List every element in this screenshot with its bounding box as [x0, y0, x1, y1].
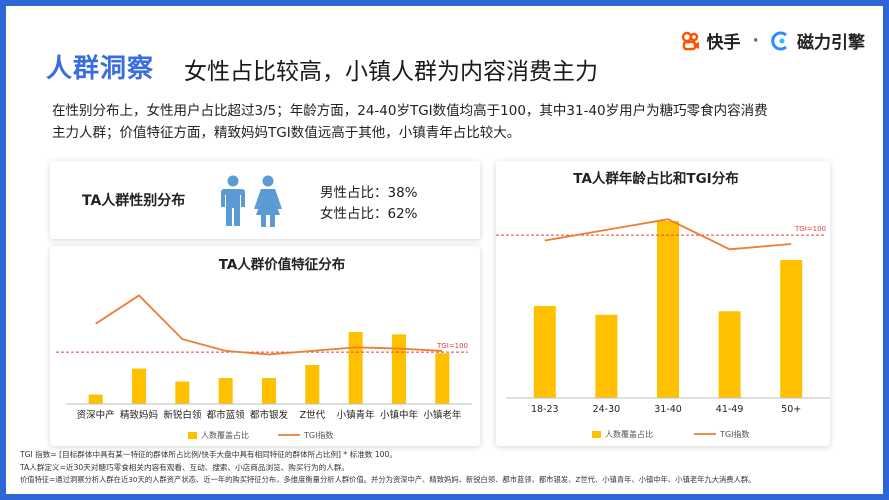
intro-line-2: 主力人群；价值特征方面，精致妈妈TGI数值远高于其他，小镇青年占比较大。	[52, 125, 521, 141]
brand-separator: ·	[752, 30, 759, 51]
bar	[262, 378, 276, 404]
x-tick-label: 都市银发	[250, 409, 289, 421]
intro-paragraph: 在性别分布上，女性用户占比超过3/5；年龄方面，24-40岁TGI数值均高于10…	[52, 100, 852, 144]
chart-title: TA人群价值特征分布	[219, 256, 346, 273]
male-icon	[221, 175, 245, 226]
x-tick-label: 小镇青年	[337, 409, 376, 421]
bar	[533, 305, 556, 398]
female-stat: 女性占比：62%	[320, 202, 418, 222]
tgi-reference-label: TGI=100	[436, 342, 468, 350]
bar	[718, 311, 741, 398]
bar	[218, 378, 233, 404]
bar	[175, 381, 190, 404]
x-tick-label: 50+	[781, 404, 801, 415]
x-tick-label: 18-23	[531, 404, 559, 415]
x-tick-label: 精致妈妈	[120, 409, 158, 421]
bar	[780, 259, 803, 398]
brand-name-2: 磁力引擎	[797, 33, 865, 53]
x-tick-label: 小镇老年	[423, 409, 462, 421]
bar	[435, 353, 450, 404]
tgi-line	[95, 294, 443, 356]
male-value: 38%	[387, 185, 418, 201]
bar	[657, 221, 679, 398]
value-chart: TA人群价值特征分布 TGI=100 资深中产 精致妈妈 新锐白领 都市蓝领 都市银发 Z世代…	[56, 256, 472, 440]
legend-bar-swatch	[592, 431, 601, 438]
male-stat: 男性占比：38%	[320, 181, 418, 201]
kuaishou-logo-icon	[681, 31, 699, 50]
bar	[392, 334, 406, 404]
page-title: 女性占比较高，小镇人群为内容消费主力	[184, 59, 598, 85]
x-tick-label: 31-40	[654, 404, 682, 415]
x-tick-label: Z世代	[300, 409, 326, 421]
legend-bar-label: 人数覆盖占比	[201, 430, 249, 440]
brand-name-1: 快手	[706, 33, 741, 53]
tgi-reference-label: TGI=100	[794, 225, 826, 233]
legend-bar-label: 人数覆盖占比	[605, 429, 653, 439]
age-chart: TA人群年龄占比和TGI分布 TGI=100 18-23 24-30 31-40 41-4…	[496, 170, 830, 439]
bar	[595, 314, 618, 398]
age-chart-card: TA人群年龄占比和TGI分布 TGI=100 18-23 24-30 31-40 41-4…	[496, 161, 830, 446]
bar	[348, 332, 363, 404]
x-tick-label: 24-30	[593, 404, 621, 415]
section-tag-text: 人群洞察	[46, 54, 155, 84]
legend-line-label: TGI指数	[303, 430, 333, 440]
section-tag: 人群洞察	[44, 48, 159, 85]
brand-logos: 快手 · 磁力引擎	[681, 28, 865, 53]
cili-engine-logo-icon	[771, 31, 787, 50]
legend-line-label: TGI指数	[719, 429, 749, 439]
x-tick-label: 小镇中年	[380, 409, 419, 421]
male-label: 男性占比：	[320, 185, 388, 201]
intro-line-1: 在性别分布上，女性用户占比超过3/5；年龄方面，24-40岁TGI数值均高于10…	[52, 103, 768, 119]
x-tick-label: 41-49	[716, 404, 744, 415]
chart-title: TA人群年龄占比和TGI分布	[573, 170, 738, 187]
female-label: 女性占比：	[320, 206, 388, 222]
footnote-3: 价值特征=通过洞察分析人群在近30天的人群资产状态、近一年的购买特征分布，多维度…	[20, 475, 756, 484]
footnote-2: TA人群定义=近30天对糖巧零食相关内容有观看、互动、搜索、小店商品浏览、购买行…	[20, 463, 350, 472]
slide: 人群洞察 女性占比较高，小镇人群为内容消费主力 快手 · 磁力引擎 在性别分布上…	[6, 6, 883, 494]
gender-card: TA人群性别分布 男性占比：38% 女性占比：62%	[50, 161, 480, 239]
bar	[305, 365, 320, 404]
legend-bar-swatch	[188, 432, 197, 439]
gender-card-title: TA人群性别分布	[82, 193, 186, 209]
female-value: 62%	[387, 206, 418, 222]
value-chart-card: TA人群价值特征分布 TGI=100 资深中产 精致妈妈 新锐白领 都市蓝领 都市银发 Z世代…	[50, 246, 480, 446]
x-tick-label: 都市蓝领	[207, 409, 246, 421]
x-tick-label: 新锐白领	[163, 409, 202, 421]
female-icon	[254, 175, 282, 227]
x-tick-label: 资深中产	[77, 409, 115, 421]
bar	[132, 368, 146, 404]
bar	[88, 394, 103, 404]
footnote-1: TGI 指数= [目标群体中具有某一特征的群体所占比例/快手大盘中具有相同特征的…	[20, 450, 397, 459]
